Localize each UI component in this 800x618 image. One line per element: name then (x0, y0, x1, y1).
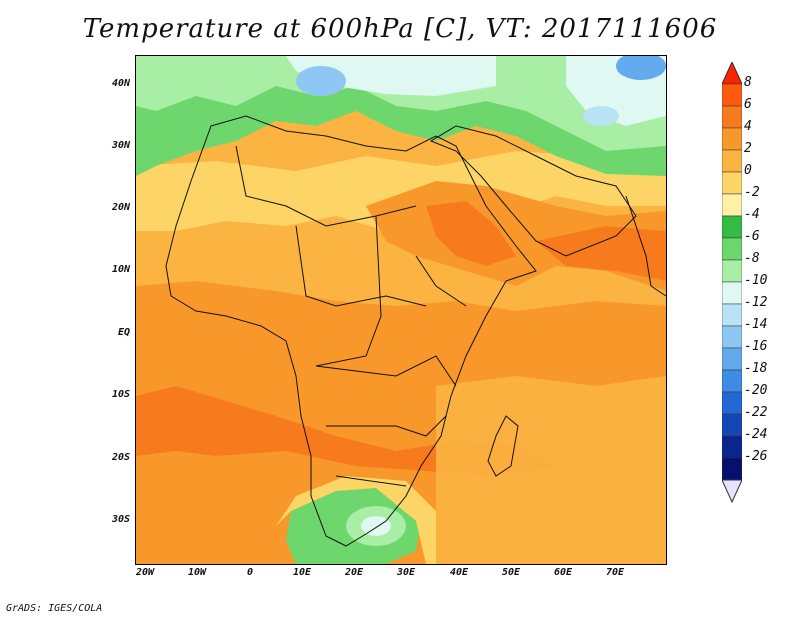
colorbar-swatch (722, 457, 742, 481)
colorbar-swatch (722, 171, 742, 195)
field-band-minus10 (136, 56, 666, 151)
lon-label: 20E (344, 567, 364, 578)
lat-label: 40N (111, 78, 130, 89)
field-cold-patch (583, 106, 619, 126)
colorbar-level-label: -14 (744, 317, 768, 332)
colorbar-level-label: -8 (744, 251, 760, 266)
colorbar-level-label: 0 (744, 163, 752, 178)
colorbar-swatch (722, 325, 742, 349)
colorbar-level-label: -12 (744, 295, 768, 310)
colorbar-swatch (722, 391, 742, 415)
lat-label: 20N (111, 202, 130, 213)
colorbar-swatch (722, 369, 742, 393)
lat-label: 10N (111, 264, 130, 275)
colorbar-swatch (722, 127, 742, 151)
colorbar-level-label: -20 (744, 383, 768, 398)
colorbar-swatch (722, 149, 742, 173)
lat-label: 20S (111, 452, 130, 463)
colorbar-level-label: -10 (744, 273, 768, 288)
colorbar-level-label: 2 (744, 141, 752, 156)
colorbar-top-arrow (722, 62, 742, 85)
colorbar-level-label: 8 (744, 75, 752, 90)
madagascar-coastline (487, 415, 519, 477)
border-1 (235, 145, 417, 227)
colorbar-level-label: -24 (744, 427, 768, 442)
lat-label: 10S (111, 389, 130, 400)
field-hotspot-arabian-sea (536, 226, 666, 281)
field-hotspot-sahel (426, 201, 516, 266)
credit-text: GrADS: IGES/COLA (6, 603, 103, 614)
field-band-minus2-south-africa (276, 476, 436, 564)
lon-label: 30E (396, 567, 416, 578)
colorbar-swatch (722, 193, 742, 217)
colorbar-level-label: -18 (744, 361, 768, 376)
coastlines (165, 115, 666, 547)
india-coastline (625, 195, 666, 297)
colorbar-level-label: 6 (744, 97, 752, 112)
colorbar-swatch (722, 259, 742, 283)
colorbar-swatch (722, 281, 742, 305)
colorbar-swatch (722, 215, 742, 239)
colorbar-swatch (722, 303, 742, 327)
africa-coastline (165, 115, 537, 547)
lon-label: 60E (553, 567, 573, 578)
lon-label: 0 (246, 567, 254, 578)
lat-label: EQ (117, 327, 130, 338)
field-cold-core-ne (616, 56, 666, 80)
colorbar-bottom-arrow (722, 479, 742, 504)
field-cold-south-africa-center (361, 516, 391, 536)
border-2 (295, 225, 427, 307)
colorbar-swatch (722, 435, 742, 459)
lon-label: 50E (501, 567, 521, 578)
colorbar-level-label: -16 (744, 339, 768, 354)
border-6 (335, 475, 407, 487)
colorbar-level-label: 4 (744, 119, 752, 134)
colorbar-swatch (722, 105, 742, 129)
colorbar-level-label: -6 (744, 229, 760, 244)
colorbar-level-label: -2 (744, 185, 760, 200)
border-7 (415, 255, 467, 307)
colorbar-level-label: -22 (744, 405, 768, 420)
lat-label: 30S (111, 514, 130, 525)
field-cold-core-med (296, 66, 346, 96)
chart-title: Temperature at 600hPa [C], VT: 201711160… (82, 14, 718, 44)
colorbar-swatch (722, 413, 742, 437)
colorbar-swatch (722, 347, 742, 371)
colorbar (722, 62, 742, 504)
colorbar-level-label: -4 (744, 207, 760, 222)
lon-label: 10W (187, 567, 207, 578)
lat-label: 30N (111, 140, 130, 151)
lon-label: 20W (135, 567, 155, 578)
lon-label: 10E (292, 567, 312, 578)
temperature-map (135, 55, 667, 565)
colorbar-level-label: -26 (744, 449, 768, 464)
colorbar-swatch (722, 237, 742, 261)
arabia-coastline (429, 125, 637, 257)
border-3 (315, 215, 382, 367)
lon-label: 70E (605, 567, 625, 578)
colorbar-swatch (722, 83, 742, 107)
field-band-minus2 (136, 151, 666, 231)
border-5 (326, 415, 447, 437)
temperature-field (136, 56, 666, 564)
lon-label: 40E (449, 567, 469, 578)
border-4 (315, 355, 457, 387)
field-band-zero-south (436, 376, 666, 564)
